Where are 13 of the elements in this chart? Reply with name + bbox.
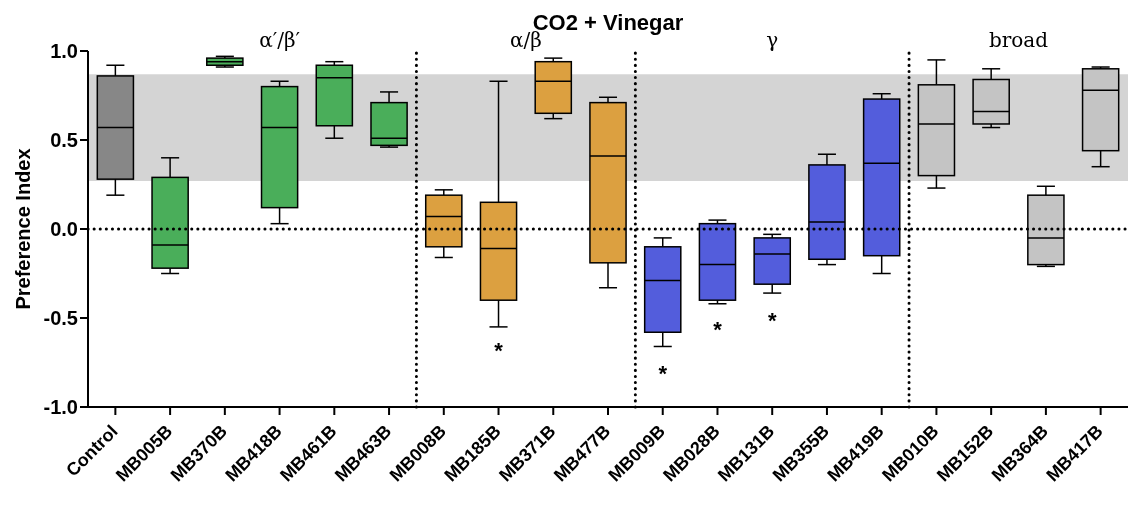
annotation: * [658,361,668,387]
y-tick-label: 0.0 [50,218,78,241]
annotation: α′/β′ [259,28,301,52]
annotation: * [494,338,504,364]
y-tick-label: -0.5 [43,307,78,330]
annotation: γ [766,28,779,52]
y-tick-label: 0.5 [50,129,78,152]
annotation: broad [988,28,1049,52]
y-tick-label: -1.0 [43,396,78,419]
y-axis-title: Preference Index [12,148,34,310]
annotation: * [767,308,777,333]
annotation: * [713,316,723,342]
y-tick-label: 1.0 [50,40,78,63]
